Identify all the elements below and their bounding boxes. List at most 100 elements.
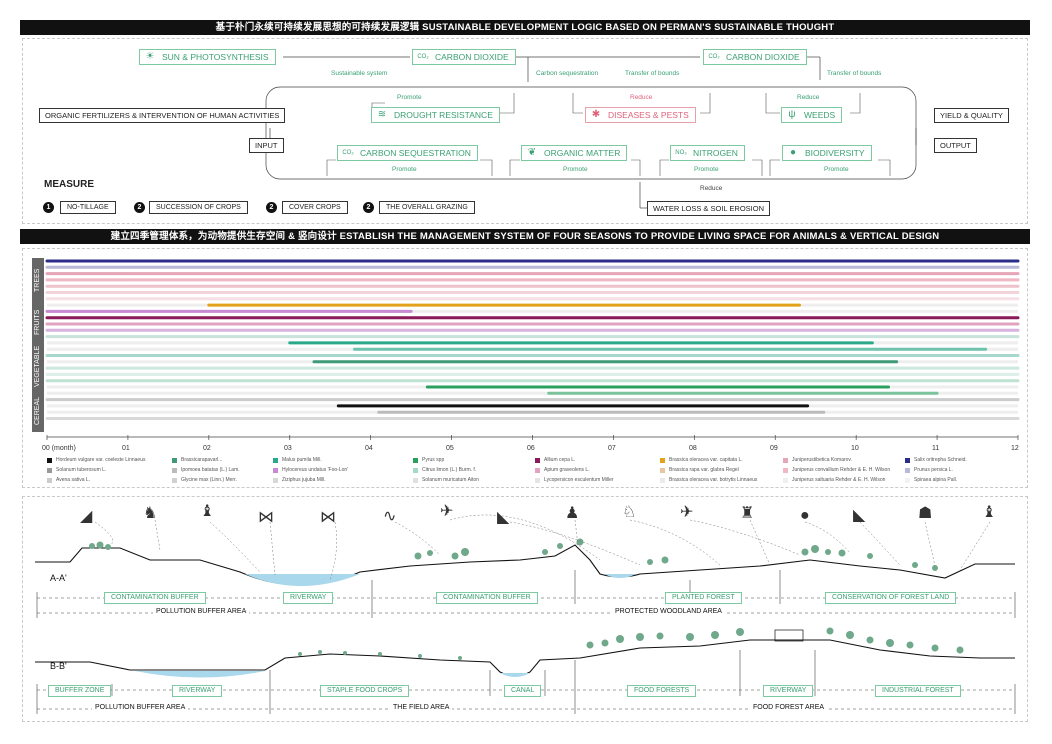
pika-icon: ● — [800, 507, 810, 524]
legend-label: Brassica oleracea var. capitata L. — [669, 457, 743, 463]
month-label: 10 — [851, 445, 859, 452]
month-label: 11 — [932, 445, 940, 452]
legend-label: Malus pumila Mill. — [282, 457, 322, 463]
co2-cloud-icon: CO₂ — [708, 54, 720, 60]
area-protected-woodland: PROTECTED WOODLAND AREA — [612, 608, 725, 615]
legend-label: Juniperus convallium Rehder & E. H. Wils… — [792, 467, 891, 473]
month-label: 08 — [689, 445, 697, 452]
legend-swatch — [413, 478, 418, 483]
carbon-sequestration-node: CO₂ CARBON SEQUESTRATION — [337, 145, 478, 161]
legend-swatch — [172, 478, 177, 483]
month-label: 03 — [284, 445, 292, 452]
section-b-label: B-B' — [50, 661, 67, 671]
section-header-seasons: 建立四季管理体系，为动物提供生存空间 & 竖向设计 ESTABLISH THE … — [20, 229, 1030, 244]
bug-icon: ✱ — [591, 109, 601, 120]
monkey-icon: ☗ — [918, 505, 933, 522]
zone-contamination-buffer: CONTAMINATION BUFFER — [436, 592, 538, 604]
legend-swatch — [172, 458, 177, 463]
zone-conservation-forest: CONSERVATION OF FOREST LAND — [825, 592, 957, 604]
legend-swatch — [535, 478, 540, 483]
legend-label: Hordeum vulgare var. coeleste Linnaeus — [56, 457, 146, 463]
measure-num: 2 — [134, 202, 145, 213]
legend-label: Juniperus saltuaria Rehder & E. H. Wilso… — [792, 477, 886, 483]
fish-icon: ⋈ — [320, 509, 336, 526]
legend-label: Solanum tuberosum L. — [56, 467, 107, 473]
legend-swatch — [783, 458, 788, 463]
legend-swatch — [413, 458, 418, 463]
legend-swatch — [47, 478, 52, 483]
zone-riverway: RIVERWAY — [763, 685, 814, 697]
legend-swatch — [905, 458, 910, 463]
zone-planted-forest: PLANTED FOREST — [665, 592, 742, 604]
transfer-label-2: Transfer of bounds — [827, 70, 882, 77]
yield-quality-box: YIELD & QUALITY — [934, 108, 1009, 123]
diseases-pests-node: ✱ DISEASES & PESTS — [585, 107, 696, 123]
animal-icon: ● — [789, 147, 797, 158]
legend-swatch — [413, 468, 418, 473]
zone-staple-food-crops: STAPLE FOOD CROPS — [320, 685, 410, 697]
season-panel — [22, 248, 1028, 488]
zone-riverway: RIVERWAY — [283, 592, 334, 604]
grass-icon: ψ — [788, 109, 796, 120]
legend-swatch — [905, 478, 910, 483]
logic-panel — [22, 38, 1028, 224]
month-label: 06 — [527, 445, 535, 452]
carbon-dioxide-node-2: CO₂ CARBON DIOXIDE — [703, 49, 807, 65]
legend-swatch — [273, 478, 278, 483]
legend-swatch — [535, 468, 540, 473]
yak-icon: ♜ — [740, 505, 755, 522]
zone-food-forests: FOOD FORESTS — [627, 685, 697, 697]
fish-icon: ⋈ — [258, 509, 274, 526]
legend-swatch — [783, 468, 788, 473]
biodiversity-node: ● BIODIVERSITY — [782, 145, 872, 161]
co2-cloud-icon: CO₂ — [342, 150, 354, 156]
legend-label: Lycopersicon esculentum Miller — [544, 477, 614, 483]
cat-icon: ♟ — [565, 505, 580, 522]
heat-waves-icon: ≋ — [377, 109, 387, 120]
measure-num: 2 — [363, 202, 374, 213]
zone-canal: CANAL — [504, 685, 542, 697]
legend-label: Juniperustibetica Komarov. — [792, 457, 852, 463]
fox-icon: ♘ — [622, 504, 637, 521]
legend-label: Salix oritrepha Schneid. — [914, 457, 967, 463]
month-label: 00 (month) — [42, 445, 76, 452]
legend-swatch — [273, 468, 278, 473]
promote-label: Promote — [563, 166, 588, 173]
legend-label: Spiraea alpina Pall. — [914, 477, 958, 483]
carbon-seq-label: Carbon sequestration — [536, 70, 599, 77]
section-a-label: A-A' — [50, 573, 67, 583]
area-pollution-buffer: POLLUTION BUFFER AREA — [153, 608, 250, 615]
legend-label: Avena sativa L. — [56, 477, 91, 483]
legend-swatch — [273, 458, 278, 463]
month-label: 02 — [203, 445, 211, 452]
section-panel — [22, 496, 1028, 722]
section-header-logic: 基于朴门永续可持续发展思想的可持续发展逻辑 SUSTAINABLE DEVELO… — [20, 20, 1030, 35]
weasel-icon: ◢ — [80, 508, 93, 525]
zone-riverway: RIVERWAY — [172, 685, 223, 697]
co2-cloud-icon: CO₂ — [417, 54, 429, 60]
legend-swatch — [47, 458, 52, 463]
promote-label: Promote — [694, 166, 719, 173]
sun-photosynthesis-node: ☀ SUN & PHOTOSYNTHESIS — [139, 49, 276, 65]
area-food-forest: FOOD FOREST AREA — [750, 704, 828, 711]
month-label: 07 — [608, 445, 616, 452]
legend-label: Hylocereus undatus 'Foo-Lon' — [282, 467, 349, 473]
month-label: 04 — [365, 445, 373, 452]
legend-label: Ziziphus jujuba Mill. — [282, 477, 326, 483]
reduce-label: Reduce — [797, 94, 820, 101]
month-label: 09 — [770, 445, 778, 452]
zone-industrial-forest: INDUSTRIAL FOREST — [875, 685, 961, 697]
measure-num: 2 — [266, 202, 277, 213]
promote-label: Promote — [392, 166, 417, 173]
legend-label: Prunus persica L. — [914, 467, 953, 473]
organic-matter-node: ❦ ORGANIC MATTER — [521, 145, 628, 161]
month-label: 01 — [122, 445, 130, 452]
legend-swatch — [535, 458, 540, 463]
legend-label: Glycine max (Linn.) Merr. — [181, 477, 237, 483]
water-loss-box: WATER LOSS & SOIL EROSION — [647, 201, 770, 216]
vulture-icon: ♝ — [982, 504, 997, 521]
legend-swatch — [660, 458, 665, 463]
legend-swatch — [660, 468, 665, 473]
bird-icon: ♞ — [143, 505, 158, 522]
measure-no-tillage: NO-TILLAGE — [60, 201, 116, 214]
